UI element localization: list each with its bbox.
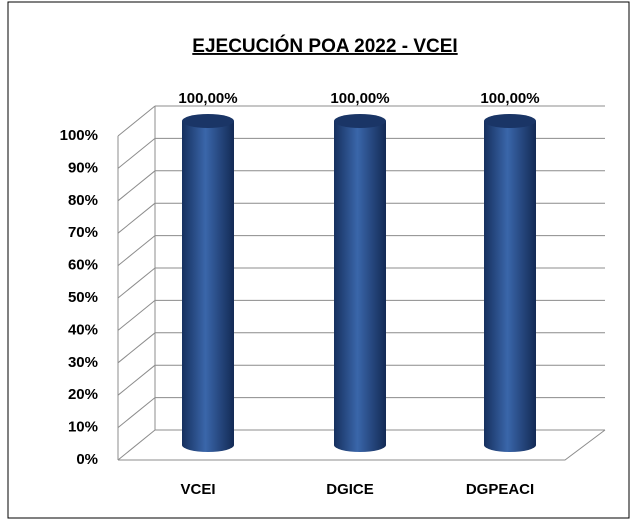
data-label: 100,00%	[330, 90, 389, 107]
data-label: 100,00%	[480, 90, 539, 107]
bar	[484, 121, 536, 452]
grid-line	[117, 397, 156, 428]
bar-top	[484, 114, 536, 128]
grid-line	[117, 202, 156, 234]
data-label: 100,00%	[178, 90, 237, 107]
x-tick-label: VCEI	[180, 481, 215, 498]
x-tick-label: DGICE	[326, 481, 374, 498]
bar-top	[334, 114, 386, 128]
grid-line	[117, 429, 156, 461]
floor	[118, 429, 606, 461]
bar-top	[182, 114, 234, 128]
y-tick-label: 40%	[68, 321, 98, 338]
grid-line	[117, 364, 156, 396]
bar	[334, 121, 386, 452]
y-tick-label: 80%	[68, 192, 98, 209]
y-tick-label: 70%	[68, 224, 98, 241]
grid-line	[117, 105, 156, 137]
bar	[182, 121, 234, 452]
y-tick-label: 0%	[76, 451, 98, 468]
x-tick-label: DGPEACI	[466, 481, 534, 498]
y-tick-label: 50%	[68, 289, 98, 306]
chart-title: EJECUCIÓN POA 2022 - VCEI	[192, 35, 457, 57]
grid-line	[117, 235, 156, 266]
grid-line	[117, 300, 156, 331]
grid-line	[117, 267, 156, 299]
y-tick-label: 10%	[68, 419, 98, 436]
y-tick-label: 90%	[68, 159, 98, 176]
y-tick-label: 30%	[68, 354, 98, 371]
y-tick-label: 100%	[60, 127, 98, 144]
grid-line	[117, 332, 156, 364]
y-tick-label: 20%	[68, 386, 98, 403]
grid-line	[117, 138, 156, 169]
y-tick-label: 60%	[68, 257, 98, 274]
grid-line	[117, 170, 156, 202]
